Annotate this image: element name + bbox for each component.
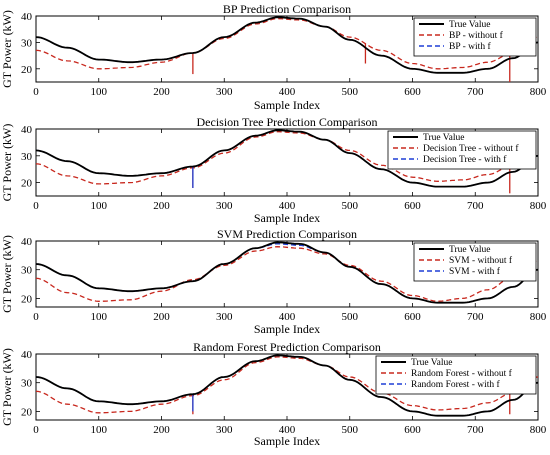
y-tick-label: 30: [21, 37, 33, 49]
x-tick-label: 500: [342, 424, 359, 436]
x-tick-label: 500: [342, 86, 359, 98]
series-line: [36, 241, 538, 304]
x-tick-label: 100: [91, 200, 108, 212]
x-tick-label: 600: [404, 86, 421, 98]
x-tick-label: 0: [33, 200, 39, 212]
chart-panel: SVM Prediction Comparison 0 100 200 300 400 50…: [0, 227, 547, 336]
x-tick-label: 400: [279, 200, 296, 212]
y-tick-label: 40: [21, 11, 33, 23]
x-tick-label: 300: [216, 311, 233, 323]
x-tick-label: 800: [530, 424, 547, 436]
x-tick-label: 300: [216, 86, 233, 98]
x-tick-label: 300: [216, 200, 233, 212]
series-line: [36, 131, 538, 185]
y-tick-label: 30: [21, 151, 33, 163]
legend-label: SVM - without f: [449, 255, 513, 266]
x-tick-label: 300: [216, 424, 233, 436]
y-tick-label: 40: [21, 349, 33, 361]
y-tick-label: 20: [21, 178, 33, 190]
legend-label: Random Forest - with f: [411, 379, 500, 390]
series-line: [36, 356, 538, 414]
x-tick-label: 400: [279, 311, 296, 323]
x-axis-label: Sample Index: [254, 98, 320, 112]
plot-area: [36, 241, 538, 304]
x-tick-label: 500: [342, 200, 359, 212]
y-tick-label: 30: [21, 378, 33, 390]
plot-area: [36, 354, 538, 417]
chart-title: BP Prediction Comparison: [223, 2, 351, 16]
x-tick-label: 600: [404, 311, 421, 323]
x-tick-label: 400: [279, 86, 296, 98]
x-tick-label: 600: [404, 200, 421, 212]
chart-title: Decision Tree Prediction Comparison: [197, 115, 378, 129]
plot-area: [36, 129, 538, 194]
x-axis-label: Sample Index: [254, 322, 320, 336]
x-tick-label: 700: [467, 311, 484, 323]
y-axis-label: GT Power (kW): [0, 235, 14, 313]
x-tick-label: 700: [467, 86, 484, 98]
chart-panel: Random Forest Prediction Comparison 0 100 2…: [21, 340, 547, 448]
chart-title: SVM Prediction Comparison: [217, 227, 357, 241]
x-axis-label: Sample Index: [254, 434, 320, 448]
x-tick-label: 0: [33, 311, 39, 323]
chart-title: Random Forest Prediction Comparison: [193, 340, 381, 354]
x-tick-label: 400: [279, 424, 296, 436]
x-axis-label: Sample Index: [254, 211, 320, 225]
series-line: [36, 354, 538, 417]
x-tick-label: 0: [33, 86, 39, 98]
legend-label: SVM - with f: [449, 266, 501, 277]
x-tick-label: 100: [91, 424, 108, 436]
legend-label: True Value: [449, 20, 490, 30]
x-tick-label: 700: [467, 200, 484, 212]
y-tick-label: 20: [21, 64, 33, 76]
y-axis-label: GT Power (kW): [0, 348, 14, 426]
y-tick-label: 30: [21, 265, 33, 277]
y-tick-label: 20: [21, 406, 33, 418]
legend-label: BP - without f: [449, 30, 504, 41]
x-tick-label: 0: [33, 424, 39, 436]
x-tick-label: 600: [404, 424, 421, 436]
x-tick-label: 200: [153, 424, 170, 436]
series-line: [36, 129, 538, 188]
series-line: [36, 16, 538, 74]
chart-panel: BP Prediction Comparison 0 100 200 300 400 500…: [21, 2, 547, 112]
legend-label: BP - with f: [449, 41, 491, 52]
series-line: [36, 246, 538, 302]
legend-label: Decision Tree - with f: [423, 154, 507, 165]
legend-label: Decision Tree - without f: [423, 143, 519, 154]
legend-label: Random Forest - without f: [411, 368, 513, 379]
chart-panel: Decision Tree Prediction Comparison 0 100 2…: [21, 115, 547, 225]
x-tick-label: 100: [91, 86, 108, 98]
x-tick-label: 800: [530, 86, 547, 98]
x-tick-label: 700: [467, 424, 484, 436]
y-tick-label: 40: [21, 236, 33, 248]
x-tick-label: 800: [530, 200, 547, 212]
plot-area: [36, 16, 538, 82]
legend-label: True Value: [411, 358, 452, 368]
x-tick-label: 500: [342, 311, 359, 323]
x-tick-label: 100: [91, 311, 108, 323]
x-tick-label: 200: [153, 86, 170, 98]
x-tick-label: 200: [153, 200, 170, 212]
series-line: [36, 17, 538, 70]
y-tick-label: 20: [21, 293, 33, 305]
y-tick-label: 40: [21, 124, 33, 136]
legend-label: True Value: [449, 245, 490, 255]
y-axis-label: GT Power (kW): [0, 124, 14, 202]
legend-label: True Value: [423, 133, 464, 143]
y-axis-label: GT Power (kW): [0, 10, 14, 88]
x-tick-label: 800: [530, 311, 547, 323]
x-tick-label: 200: [153, 311, 170, 323]
